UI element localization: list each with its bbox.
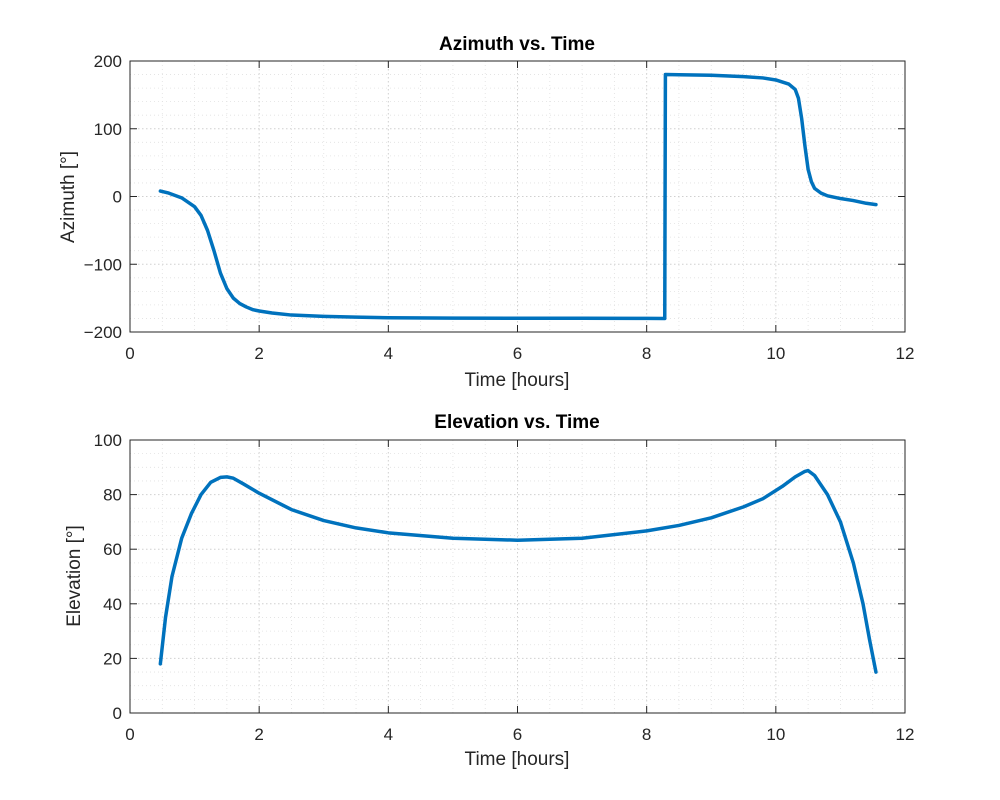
x-tick-label: 2 <box>254 725 263 744</box>
x-tick-label: 6 <box>513 725 522 744</box>
y-axis-label: Azimuth [°] <box>58 151 79 243</box>
x-tick-label: 2 <box>254 344 263 363</box>
y-tick-label: 60 <box>103 540 122 559</box>
azimuth-chart: Azimuth vs. Time 0 2 4 6 8 10 12 −200 −100 0 100 20… <box>58 34 914 391</box>
y-tick-label: 20 <box>103 649 122 668</box>
y-tick-label: 0 <box>113 704 122 723</box>
x-tick-label: 10 <box>766 344 785 363</box>
y-tick-label: 80 <box>103 486 122 505</box>
y-tick-label: 0 <box>113 188 122 207</box>
y-tick-label: 100 <box>94 431 122 450</box>
x-tick-label: 4 <box>384 725 393 744</box>
y-tick-label: 40 <box>103 595 122 614</box>
x-tick-label: 6 <box>513 344 522 363</box>
grid <box>130 61 905 332</box>
elevation-chart: Elevation vs. Time 0 2 4 6 8 10 12 0 20 40 60 80 100… <box>64 412 914 770</box>
ticks: 0 2 4 6 8 10 12 −200 −100 0 100 200 <box>84 52 915 363</box>
x-axis-label: Time [hours] <box>465 370 570 391</box>
y-axis-label: Elevation [°] <box>64 525 85 627</box>
y-tick-label: 200 <box>94 52 122 71</box>
ticks: 0 2 4 6 8 10 12 0 20 40 60 80 100 <box>94 431 915 744</box>
x-tick-label: 0 <box>125 344 134 363</box>
x-tick-label: 12 <box>896 344 915 363</box>
y-tick-label: −100 <box>84 255 122 274</box>
x-tick-label: 4 <box>384 344 393 363</box>
chart-title: Elevation vs. Time <box>434 412 599 433</box>
x-tick-label: 0 <box>125 725 134 744</box>
y-tick-label: 100 <box>94 120 122 139</box>
x-tick-label: 8 <box>642 725 651 744</box>
series-line-azimuth <box>158 72 878 321</box>
x-tick-label: 8 <box>642 344 651 363</box>
x-tick-label: 12 <box>896 725 915 744</box>
y-tick-label: −200 <box>84 323 122 342</box>
x-axis-label: Time [hours] <box>465 749 570 770</box>
chart-title: Azimuth vs. Time <box>439 34 595 55</box>
series-line-elevation <box>158 468 878 674</box>
x-tick-label: 10 <box>766 725 785 744</box>
